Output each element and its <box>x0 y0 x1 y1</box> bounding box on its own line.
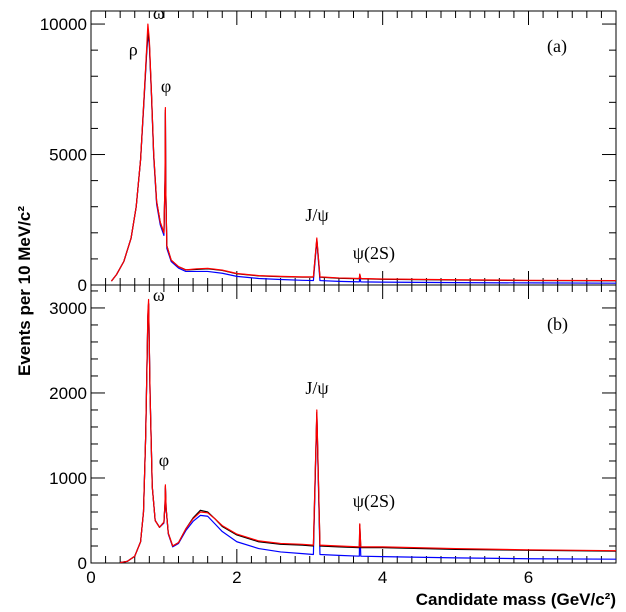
peak-annotation: J/ψ <box>305 205 329 225</box>
panel-b-label: (b) <box>547 314 568 335</box>
x-axis-title: Candidate mass (GeV/c²) <box>416 590 616 609</box>
y-tick-label: 1000 <box>49 469 87 488</box>
series-line <box>120 303 617 564</box>
y-tick-label: 0 <box>78 554 87 573</box>
peak-annotation: J/ψ <box>305 378 329 398</box>
series-line <box>120 298 617 564</box>
y-tick-label: 0 <box>78 276 87 295</box>
y-tick-label: 5000 <box>49 146 87 165</box>
panel-b-ticks: 0 1000 2000 3000 0 2 4 6 <box>49 285 617 587</box>
series-line <box>120 303 617 564</box>
x-tick-label: 4 <box>378 568 387 587</box>
panel-b-annotations: ω φ J/ψ ψ(2S) <box>153 285 395 512</box>
panel-b-series <box>120 298 617 564</box>
peak-annotation: ψ(2S) <box>353 491 395 512</box>
y-tick-label: 2000 <box>49 384 87 403</box>
peak-annotation: ω <box>153 3 165 23</box>
peak-annotation: φ <box>159 450 169 470</box>
peak-annotation: ψ(2S) <box>353 243 395 264</box>
panel-b: 0 1000 2000 3000 0 2 4 6 ω φ J/ψ ψ(2S) (b) <box>49 284 617 587</box>
x-tick-label: 2 <box>232 568 241 587</box>
peak-annotation: ρ <box>129 39 138 59</box>
x-tick-label: 6 <box>524 568 533 587</box>
panel-a: 0 5000 10000 ρω φ J/ψ ψ(2S) (a) <box>40 3 617 295</box>
peak-annotation: ω <box>153 285 165 305</box>
panel-a-ticks: 0 5000 10000 <box>40 11 617 295</box>
y-tick-label: 10000 <box>40 15 87 34</box>
x-tick-label: 0 <box>86 568 95 587</box>
panel-a-series <box>110 23 617 284</box>
series-line <box>110 23 617 282</box>
panel-b-frame <box>90 284 617 564</box>
panel-a-annotations: ρω φ J/ψ ψ(2S) <box>129 3 395 264</box>
panel-a-label: (a) <box>547 36 567 57</box>
y-tick-label: 3000 <box>49 299 87 318</box>
peak-annotation: φ <box>161 76 171 96</box>
y-axis-title: Events per 10 MeV/c² <box>15 206 34 376</box>
